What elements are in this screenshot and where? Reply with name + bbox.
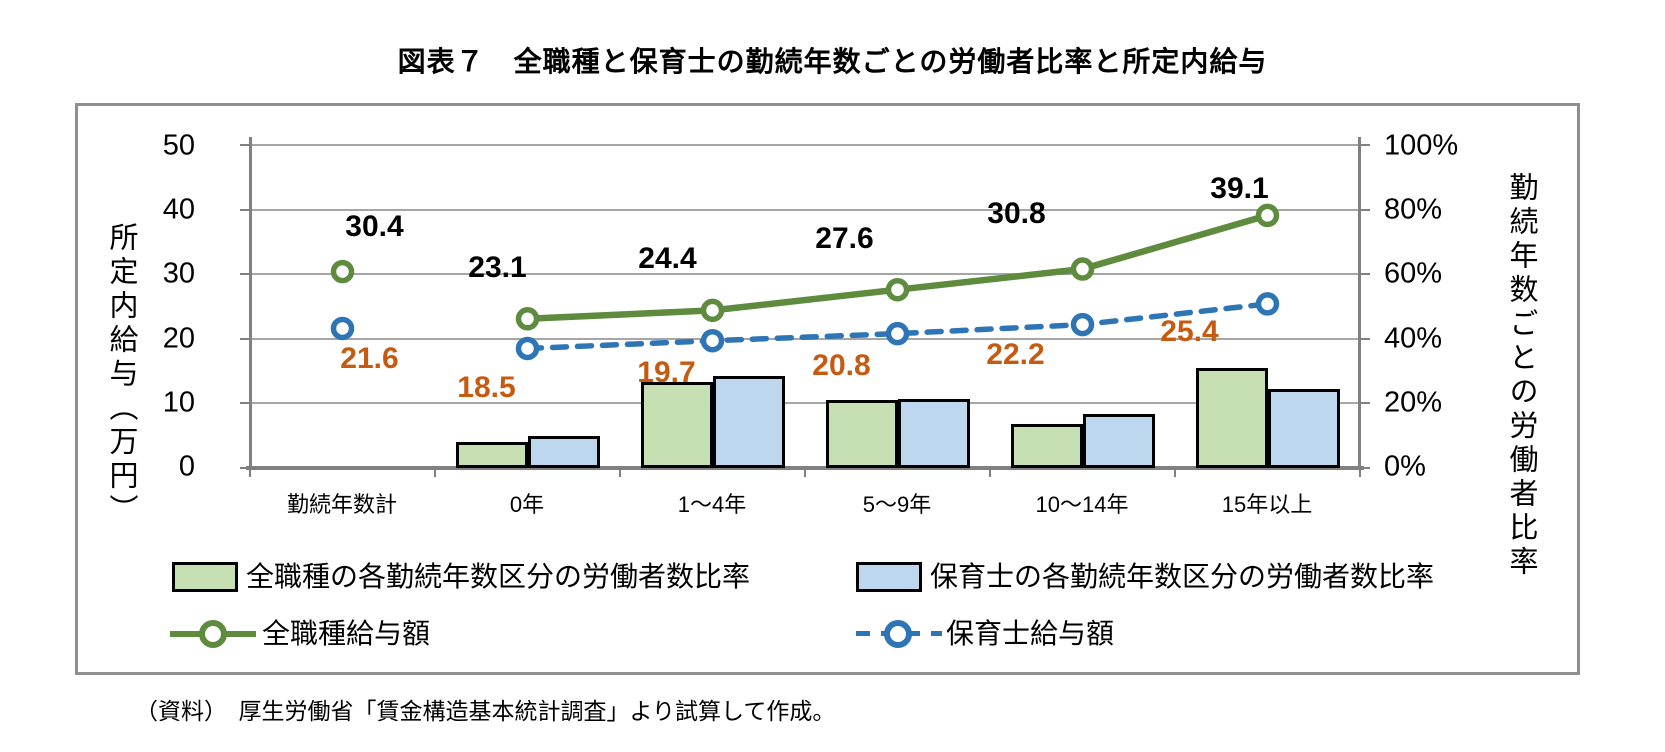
right-tick-mark xyxy=(1360,467,1370,469)
data-label-all-jobs-1: 23.1 xyxy=(468,250,527,284)
x-axis-label: 15年以上 xyxy=(1221,492,1313,517)
x-axis-label: 10～14年 xyxy=(1035,492,1129,517)
data-label-all-jobs-3: 27.6 xyxy=(815,221,874,255)
left-tick-mark xyxy=(240,337,250,340)
right-axis-tick: 100% xyxy=(1384,129,1459,162)
left-axis-tick: 40 xyxy=(162,193,195,226)
data-label-childcare-3: 20.8 xyxy=(812,348,871,382)
marker-all-jobs-4 xyxy=(1070,257,1095,281)
bar-childcare-5 xyxy=(1267,388,1340,468)
left-axis-line xyxy=(249,137,252,468)
data-label-all-jobs-5: 39.1 xyxy=(1210,172,1269,206)
right-tick-mark xyxy=(1360,144,1370,146)
legend-label-all-jobs-line: 全職種給与額 xyxy=(262,618,431,649)
right-tick-mark xyxy=(1360,208,1370,211)
marker-all-jobs-0 xyxy=(330,259,355,284)
right-axis-label: 勤続年数ごとの労働者比率 xyxy=(1505,172,1537,580)
data-label-all-jobs-2: 24.4 xyxy=(638,242,697,276)
left-axis-label: 所定内給与（万円） xyxy=(105,222,137,528)
right-axis-tick: 20% xyxy=(1384,386,1443,419)
left-tick-mark xyxy=(240,208,250,211)
marker-childcare-1 xyxy=(515,336,540,361)
marker-all-jobs-2 xyxy=(700,298,725,323)
bar-all-jobs-3 xyxy=(825,400,898,468)
x-tick-mark xyxy=(619,468,621,477)
x-tick-mark xyxy=(249,468,251,477)
marker-childcare-0 xyxy=(330,316,355,341)
right-axis-line xyxy=(1358,137,1361,468)
line-series-svg xyxy=(330,203,1280,361)
right-tick-mark xyxy=(1360,402,1370,405)
left-axis-tick: 30 xyxy=(162,257,195,290)
data-label-childcare-4: 22.2 xyxy=(986,337,1045,371)
bar-all-jobs-2 xyxy=(640,382,713,468)
source-note: （資料） 厚生労働省「賃金構造基本統計調査」より試算して作成。 xyxy=(135,698,836,724)
bar-childcare-2 xyxy=(712,375,785,468)
bar-all-jobs-1 xyxy=(455,441,528,468)
right-axis-tick: 0% xyxy=(1384,450,1426,483)
left-axis-tick: 10 xyxy=(162,386,195,419)
marker-childcare-3 xyxy=(885,321,910,346)
x-tick-mark xyxy=(989,468,991,477)
left-axis-tick: 20 xyxy=(162,322,195,355)
chart-title: 図表７ 全職種と保育士の勤続年数ごとの労働者比率と所定内給与 xyxy=(397,46,1268,77)
legend-label-childcare-bar: 保育士の各勤続年数区分の労働者数比率 xyxy=(930,561,1435,592)
marker-childcare-4 xyxy=(1070,312,1095,337)
x-tick-mark xyxy=(804,468,806,477)
line-childcare-salary xyxy=(524,301,1271,352)
legend-swatch-childcare-bar xyxy=(856,562,922,592)
bar-all-jobs-4 xyxy=(1010,423,1083,468)
gridline xyxy=(250,402,1360,405)
data-label-childcare-1: 18.5 xyxy=(457,371,516,405)
marker-all-jobs-3 xyxy=(885,277,910,302)
data-label-childcare-5: 25.4 xyxy=(1160,314,1219,348)
legend-marker-childcare xyxy=(884,620,912,648)
gridline xyxy=(250,273,1360,276)
data-label-all-jobs-4: 30.8 xyxy=(987,197,1046,231)
data-label-all-jobs-0: 30.4 xyxy=(345,209,404,243)
bar-all-jobs-5 xyxy=(1195,368,1268,468)
x-tick-mark xyxy=(434,468,436,477)
left-tick-mark xyxy=(240,402,250,405)
x-axis-label: 勤続年数計 xyxy=(286,492,398,517)
left-tick-mark xyxy=(240,273,250,276)
data-label-childcare-0: 21.6 xyxy=(340,342,399,376)
marker-all-jobs-5 xyxy=(1255,203,1280,228)
bar-childcare-3 xyxy=(897,398,970,468)
legend-label-childcare-line: 保育士給与額 xyxy=(946,618,1115,649)
marker-all-jobs-1 xyxy=(515,307,540,331)
right-tick-mark xyxy=(1360,273,1370,276)
left-tick-mark xyxy=(240,144,250,146)
legend-marker-all-jobs xyxy=(199,620,227,648)
bar-childcare-1 xyxy=(527,436,600,468)
right-axis-tick: 40% xyxy=(1384,322,1443,355)
marker-childcare-2 xyxy=(700,328,725,353)
right-tick-mark xyxy=(1360,337,1370,340)
x-tick-mark xyxy=(1174,468,1176,477)
left-axis-tick: 0 xyxy=(178,450,195,483)
marker-childcare-5 xyxy=(1255,292,1280,316)
right-axis-tick: 60% xyxy=(1384,257,1443,290)
left-tick-mark xyxy=(240,467,250,469)
gridline xyxy=(250,144,1360,146)
bar-childcare-4 xyxy=(1082,414,1155,468)
x-axis-label: 0年 xyxy=(509,492,545,517)
x-axis-label: 1～4年 xyxy=(677,492,747,517)
right-axis-tick: 80% xyxy=(1384,193,1443,226)
legend-label-all-jobs-bar: 全職種の各勤続年数区分の労働者数比率 xyxy=(246,561,751,592)
x-tick-mark xyxy=(1359,468,1361,477)
legend-swatch-all-jobs-bar xyxy=(172,562,238,592)
left-axis-tick: 50 xyxy=(162,129,195,162)
data-label-childcare-2: 19.7 xyxy=(637,355,696,389)
gridline xyxy=(250,208,1360,211)
x-axis-label: 5～9年 xyxy=(862,492,932,517)
